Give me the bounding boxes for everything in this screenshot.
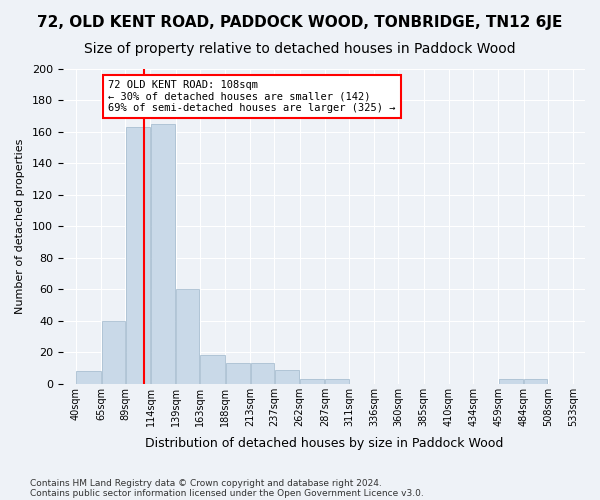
Bar: [200, 356, 224, 384]
Bar: [300, 379, 325, 384]
Y-axis label: Number of detached properties: Number of detached properties: [15, 138, 25, 314]
Bar: [126, 127, 150, 384]
Bar: [524, 379, 547, 384]
Bar: [226, 364, 250, 384]
Bar: [499, 379, 523, 384]
Bar: [76, 371, 101, 384]
X-axis label: Distribution of detached houses by size in Paddock Wood: Distribution of detached houses by size …: [145, 437, 503, 450]
Text: Size of property relative to detached houses in Paddock Wood: Size of property relative to detached ho…: [84, 42, 516, 56]
Text: Contains public sector information licensed under the Open Government Licence v3: Contains public sector information licen…: [30, 488, 424, 498]
Bar: [275, 370, 299, 384]
Bar: [325, 379, 349, 384]
Text: 72 OLD KENT ROAD: 108sqm
← 30% of detached houses are smaller (142)
69% of semi-: 72 OLD KENT ROAD: 108sqm ← 30% of detach…: [108, 80, 395, 113]
Bar: [251, 364, 274, 384]
Text: 72, OLD KENT ROAD, PADDOCK WOOD, TONBRIDGE, TN12 6JE: 72, OLD KENT ROAD, PADDOCK WOOD, TONBRID…: [37, 15, 563, 30]
Bar: [101, 321, 125, 384]
Text: Contains HM Land Registry data © Crown copyright and database right 2024.: Contains HM Land Registry data © Crown c…: [30, 478, 382, 488]
Bar: [176, 290, 199, 384]
Bar: [151, 124, 175, 384]
